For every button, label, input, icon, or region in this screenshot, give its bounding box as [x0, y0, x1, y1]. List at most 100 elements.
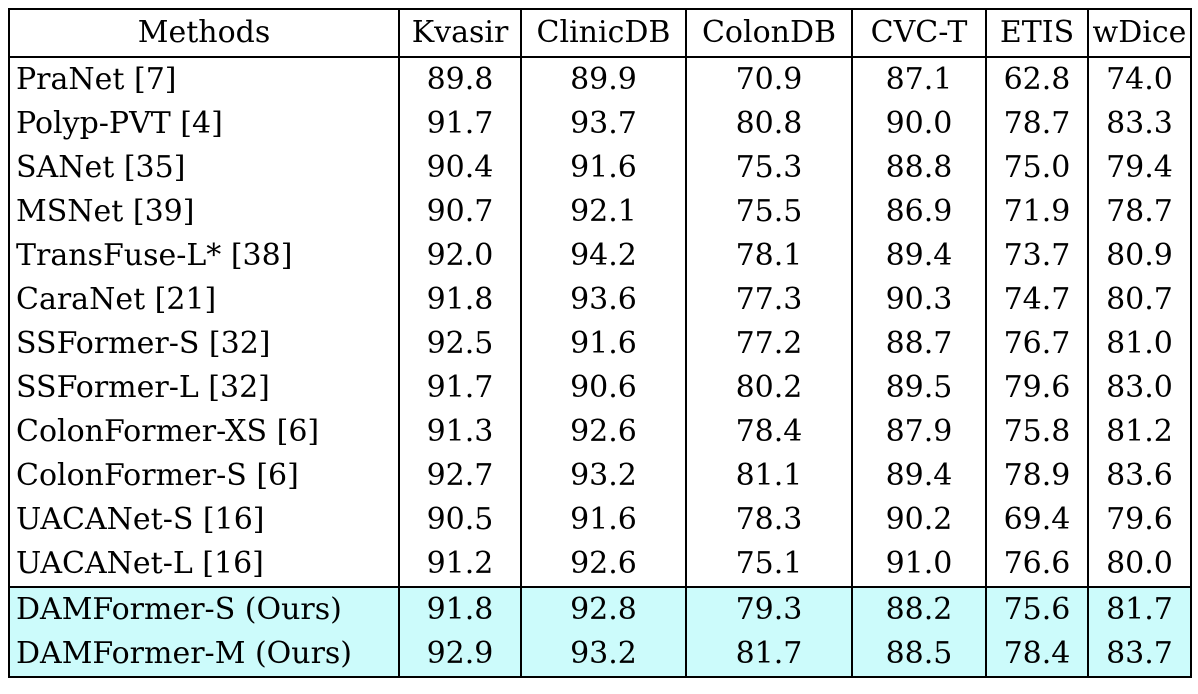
- table-row: TransFuse-L* [38] 92.0 94.2 78.1 89.4 73.7 80.…: [8, 234, 1192, 278]
- score-cell: 88.7: [851, 322, 987, 366]
- score-cell: 89.4: [851, 454, 987, 498]
- score-cell: 80.7: [1087, 278, 1192, 322]
- score-cell: 91.8: [398, 586, 522, 632]
- table-row: SSFormer-S [32] 92.5 91.6 77.2 88.7 76.7 81.0: [8, 322, 1192, 366]
- score-cell: 87.9: [851, 410, 987, 454]
- header-cvc-t: CVC-T: [851, 8, 987, 58]
- score-cell: 93.6: [520, 278, 687, 322]
- score-cell: 78.4: [685, 410, 853, 454]
- score-cell: 91.6: [520, 498, 687, 542]
- table-row: UACANet-S [16] 90.5 91.6 78.3 90.2 69.4 79.6: [8, 498, 1192, 542]
- score-cell: 89.4: [851, 234, 987, 278]
- score-cell: 91.3: [398, 410, 522, 454]
- score-cell: 92.9: [398, 632, 522, 678]
- score-cell: 89.5: [851, 366, 987, 410]
- score-cell: 92.7: [398, 454, 522, 498]
- score-cell: 90.3: [851, 278, 987, 322]
- score-cell: 78.7: [1087, 190, 1192, 234]
- table-row: SANet [35] 90.4 91.6 75.3 88.8 75.0 79.4: [8, 146, 1192, 190]
- score-cell: 80.0: [1087, 542, 1192, 588]
- score-cell: 62.8: [985, 56, 1089, 102]
- score-cell: 92.1: [520, 190, 687, 234]
- score-cell: 88.2: [851, 586, 987, 632]
- score-cell: 90.4: [398, 146, 522, 190]
- score-cell: 91.6: [520, 322, 687, 366]
- score-cell: 90.2: [851, 498, 987, 542]
- header-clinicdb: ClinicDB: [520, 8, 687, 58]
- method-name-cell: DAMFormer-M (Ours): [8, 632, 400, 678]
- method-name-cell: SSFormer-S [32]: [8, 322, 400, 366]
- results-table-container: Methods Kvasir ClinicDB ColonDB CVC-T ET…: [8, 8, 1192, 678]
- method-name-cell: CaraNet [21]: [8, 278, 400, 322]
- score-cell: 75.6: [985, 586, 1089, 632]
- score-cell: 79.4: [1087, 146, 1192, 190]
- score-cell: 80.8: [685, 102, 853, 146]
- score-cell: 80.2: [685, 366, 853, 410]
- score-cell: 94.2: [520, 234, 687, 278]
- score-cell: 78.1: [685, 234, 853, 278]
- method-name-cell: ColonFormer-S [6]: [8, 454, 400, 498]
- method-name-cell: PraNet [7]: [8, 56, 400, 102]
- method-name-cell: UACANet-L [16]: [8, 542, 400, 588]
- score-cell: 92.0: [398, 234, 522, 278]
- header-kvasir: Kvasir: [398, 8, 522, 58]
- score-cell: 78.7: [985, 102, 1089, 146]
- score-cell: 74.7: [985, 278, 1089, 322]
- method-name-cell: TransFuse-L* [38]: [8, 234, 400, 278]
- baseline-rows: PraNet [7] 89.8 89.9 70.9 87.1 62.8 74.0 Polyp-…: [8, 56, 1192, 588]
- score-cell: 91.7: [398, 366, 522, 410]
- score-cell: 79.6: [985, 366, 1089, 410]
- score-cell: 92.6: [520, 410, 687, 454]
- score-cell: 92.6: [520, 542, 687, 588]
- score-cell: 80.9: [1087, 234, 1192, 278]
- score-cell: 81.7: [685, 632, 853, 678]
- score-cell: 92.5: [398, 322, 522, 366]
- score-cell: 83.7: [1087, 632, 1192, 678]
- score-cell: 75.0: [985, 146, 1089, 190]
- score-cell: 91.8: [398, 278, 522, 322]
- score-cell: 93.7: [520, 102, 687, 146]
- score-cell: 73.7: [985, 234, 1089, 278]
- score-cell: 90.0: [851, 102, 987, 146]
- score-cell: 75.1: [685, 542, 853, 588]
- score-cell: 79.6: [1087, 498, 1192, 542]
- score-cell: 87.1: [851, 56, 987, 102]
- score-cell: 89.8: [398, 56, 522, 102]
- score-cell: 78.9: [985, 454, 1089, 498]
- ours-table-row: DAMFormer-M (Ours) 92.9 93.2 81.7 88.5 78.4 83…: [8, 632, 1192, 678]
- score-cell: 90.5: [398, 498, 522, 542]
- table-row: SSFormer-L [32] 91.7 90.6 80.2 89.5 79.6 83.0: [8, 366, 1192, 410]
- ours-table-row: DAMFormer-S (Ours) 91.8 92.8 79.3 88.2 75.6 81…: [8, 586, 1192, 632]
- score-cell: 83.0: [1087, 366, 1192, 410]
- score-cell: 90.6: [520, 366, 687, 410]
- table-row: UACANet-L [16] 91.2 92.6 75.1 91.0 76.6 80.0: [8, 542, 1192, 588]
- score-cell: 75.3: [685, 146, 853, 190]
- score-cell: 88.8: [851, 146, 987, 190]
- method-name-cell: SSFormer-L [32]: [8, 366, 400, 410]
- score-cell: 76.7: [985, 322, 1089, 366]
- results-table: Methods Kvasir ClinicDB ColonDB CVC-T ET…: [8, 8, 1192, 678]
- method-name-cell: ColonFormer-XS [6]: [8, 410, 400, 454]
- header-colondb: ColonDB: [685, 8, 853, 58]
- ours-rows: DAMFormer-S (Ours) 91.8 92.8 79.3 88.2 75.6 81…: [8, 586, 1192, 678]
- score-cell: 81.0: [1087, 322, 1192, 366]
- table-row: CaraNet [21] 91.8 93.6 77.3 90.3 74.7 80.7: [8, 278, 1192, 322]
- score-cell: 78.4: [985, 632, 1089, 678]
- header-etis: ETIS: [985, 8, 1089, 58]
- score-cell: 90.7: [398, 190, 522, 234]
- header-wdice: wDice: [1087, 8, 1192, 58]
- score-cell: 91.0: [851, 542, 987, 588]
- table-row: ColonFormer-XS [6] 91.3 92.6 78.4 87.9 75.8 81…: [8, 410, 1192, 454]
- method-name-cell: Polyp-PVT [4]: [8, 102, 400, 146]
- header-methods: Methods: [8, 8, 400, 58]
- method-name-cell: MSNet [39]: [8, 190, 400, 234]
- method-name-cell: UACANet-S [16]: [8, 498, 400, 542]
- score-cell: 91.6: [520, 146, 687, 190]
- score-cell: 76.6: [985, 542, 1089, 588]
- header-row: Methods Kvasir ClinicDB ColonDB CVC-T ET…: [8, 8, 1192, 58]
- score-cell: 93.2: [520, 632, 687, 678]
- score-cell: 81.2: [1087, 410, 1192, 454]
- score-cell: 89.9: [520, 56, 687, 102]
- score-cell: 75.8: [985, 410, 1089, 454]
- table-row: MSNet [39] 90.7 92.1 75.5 86.9 71.9 78.7: [8, 190, 1192, 234]
